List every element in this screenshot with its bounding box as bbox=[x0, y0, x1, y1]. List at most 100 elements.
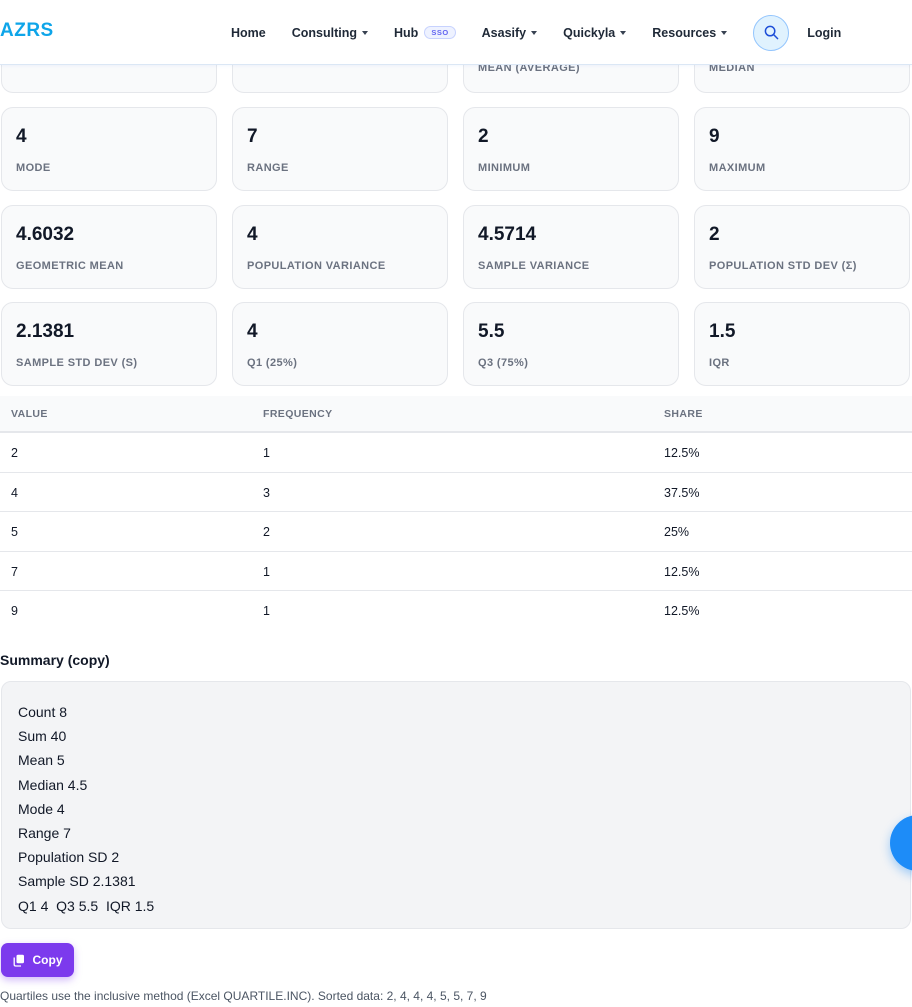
stat-value: 4 bbox=[247, 224, 258, 245]
stat-value: 5.5 bbox=[478, 321, 505, 342]
stat-card-iqr: 1.5 IQR bbox=[694, 302, 910, 386]
nav-consulting-label: Consulting bbox=[291, 25, 357, 40]
stat-value: 4 bbox=[16, 126, 27, 147]
cell-frequency: 1 bbox=[263, 564, 270, 579]
cell-frequency: 2 bbox=[263, 525, 270, 540]
summary-line: Mode 4 bbox=[18, 800, 65, 817]
nav-hub[interactable]: Hub SSO bbox=[394, 26, 456, 40]
stat-value: 2 bbox=[709, 224, 720, 245]
summary-title: Summary (copy) bbox=[0, 652, 110, 668]
nav-resources[interactable]: Resources bbox=[652, 25, 728, 40]
stat-card-q3: 5.5 Q3 (75%) bbox=[463, 302, 679, 386]
copy-icon bbox=[13, 954, 24, 967]
stat-card-population-std-dev: 2 POPULATION STD DEV (Σ) bbox=[694, 205, 910, 289]
main-nav: Home Consulting Hub SSO Asasify Quickyla … bbox=[231, 0, 841, 65]
footnote: Quartiles use the inclusive method (Exce… bbox=[0, 989, 487, 1003]
stat-value: 9 bbox=[709, 126, 720, 147]
stat-value: 4.5714 bbox=[478, 224, 537, 245]
cell-value: 4 bbox=[11, 485, 18, 500]
stat-value: 4.6032 bbox=[16, 224, 75, 245]
stat-value: 4 bbox=[247, 321, 258, 342]
stat-value: 2 bbox=[478, 126, 489, 147]
logo[interactable]: AZRS bbox=[0, 20, 54, 41]
cell-frequency: 3 bbox=[263, 485, 270, 500]
stat-card-sample-std-dev: 2.1381 SAMPLE STD DEV (S) bbox=[1, 302, 217, 386]
stat-label: MAXIMUM bbox=[709, 162, 766, 174]
chevron-down-icon bbox=[721, 30, 728, 35]
stat-label: RANGE bbox=[247, 162, 289, 174]
stat-card-population-variance: 4 POPULATION VARIANCE bbox=[232, 205, 448, 289]
stat-card-geometric-mean: 4.6032 GEOMETRIC MEAN bbox=[1, 205, 217, 289]
cell-value: 5 bbox=[11, 525, 18, 540]
stat-card-maximum: 9 MAXIMUM bbox=[694, 107, 910, 191]
table-row: 7 1 12.5% bbox=[0, 552, 912, 592]
stat-label: POPULATION STD DEV (Σ) bbox=[709, 260, 857, 272]
summary-line: Population SD 2 bbox=[18, 849, 120, 866]
nav-hub-label: Hub bbox=[394, 25, 419, 40]
cell-share: 12.5% bbox=[664, 604, 700, 619]
stat-label: POPULATION VARIANCE bbox=[247, 260, 386, 272]
nav-home-label: Home bbox=[231, 25, 266, 40]
stat-card-mean: MEAN (AVERAGE) bbox=[463, 59, 679, 93]
stat-label: Q3 (75%) bbox=[478, 357, 529, 369]
table-row: 4 3 37.5% bbox=[0, 473, 912, 513]
stat-card-sample-variance: 4.5714 SAMPLE VARIANCE bbox=[463, 205, 679, 289]
stat-card-mode: 4 MODE bbox=[1, 107, 217, 191]
stat-card-minimum: 2 MINIMUM bbox=[463, 107, 679, 191]
search-icon bbox=[764, 25, 779, 40]
copy-button-label: Copy bbox=[32, 953, 63, 967]
floating-action-button[interactable] bbox=[890, 815, 912, 871]
table-row: 2 1 12.5% bbox=[0, 433, 912, 473]
nav-consulting[interactable]: Consulting bbox=[292, 26, 368, 40]
nav-resources-label: Resources bbox=[652, 25, 717, 40]
table-header: VALUE FREQUENCY SHARE bbox=[0, 396, 912, 433]
stat-label: MEAN (AVERAGE) bbox=[478, 62, 580, 74]
stat-label: GEOMETRIC MEAN bbox=[16, 260, 124, 272]
summary-line: Mean 5 bbox=[18, 752, 65, 769]
sso-badge: SSO bbox=[424, 26, 456, 39]
stat-value: 7 bbox=[247, 126, 258, 147]
stat-label: Q1 (25%) bbox=[247, 357, 298, 369]
cell-value: 7 bbox=[11, 564, 18, 579]
chevron-down-icon bbox=[620, 30, 627, 35]
cell-value: 9 bbox=[11, 604, 18, 619]
cell-share: 12.5% bbox=[664, 446, 700, 460]
summary-line: Q1 4 Q3 5.5 IQR 1.5 bbox=[18, 897, 155, 914]
stat-card-q1: 4 Q1 (25%) bbox=[232, 302, 448, 386]
nav-asasify-label: Asasify bbox=[481, 25, 527, 40]
stat-label: IQR bbox=[709, 357, 730, 369]
summary-line: Sum 40 bbox=[18, 728, 67, 745]
search-button[interactable] bbox=[753, 14, 790, 51]
summary-textbox[interactable]: Count 8 Sum 40 Mean 5 Median 4.5 Mode 4 … bbox=[1, 681, 911, 929]
cell-frequency: 1 bbox=[263, 604, 270, 619]
table-row: 5 2 25% bbox=[0, 512, 912, 552]
nav-quickyla[interactable]: Quickyla bbox=[563, 25, 627, 40]
summary-line: Sample SD 2.1381 bbox=[18, 873, 136, 890]
chevron-down-icon bbox=[362, 30, 368, 35]
summary-line: Median 4.5 bbox=[18, 776, 88, 793]
site-header: AZRS Home Consulting Hub SSO Asasify Quic… bbox=[0, 0, 912, 65]
header-frequency: FREQUENCY bbox=[263, 408, 333, 420]
login-link[interactable]: Login bbox=[807, 25, 842, 40]
header-value: VALUE bbox=[11, 408, 48, 420]
stat-value: 1.5 bbox=[709, 321, 736, 342]
table-row: 9 1 12.5% bbox=[0, 591, 912, 631]
stat-card-range: 7 RANGE bbox=[232, 107, 448, 191]
stat-label: MINIMUM bbox=[478, 162, 531, 174]
nav-home[interactable]: Home bbox=[231, 26, 266, 40]
cell-value: 2 bbox=[11, 446, 18, 460]
stat-label: MODE bbox=[16, 162, 51, 174]
summary-line: Range 7 bbox=[18, 825, 71, 842]
stat-value: 2.1381 bbox=[16, 321, 75, 342]
stat-label: MEDIAN bbox=[709, 62, 755, 74]
summary-line: Count 8 bbox=[18, 704, 68, 720]
frequency-table: VALUE FREQUENCY SHARE 2 1 12.5% 4 3 37.5… bbox=[0, 396, 912, 631]
chevron-down-icon bbox=[531, 30, 538, 35]
nav-asasify[interactable]: Asasify bbox=[481, 25, 538, 40]
header-share: SHARE bbox=[664, 408, 703, 420]
copy-button[interactable]: Copy bbox=[1, 943, 74, 977]
cell-share: 12.5% bbox=[664, 564, 700, 579]
cell-share: 25% bbox=[664, 525, 690, 540]
stat-label: SAMPLE VARIANCE bbox=[478, 260, 590, 272]
nav-quickyla-label: Quickyla bbox=[563, 25, 616, 40]
